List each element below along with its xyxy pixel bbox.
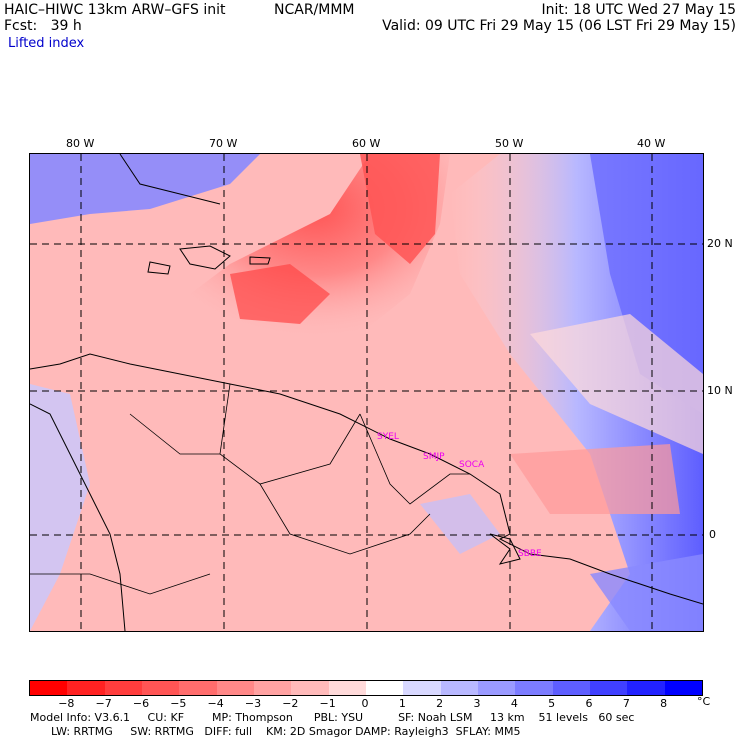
colorbar-swatch: [216, 681, 254, 695]
colorbar-tick-label: 1: [398, 697, 406, 710]
stable-core-east: [590, 154, 703, 414]
colorbar-swatch: [552, 681, 590, 695]
coastlines: [30, 154, 703, 631]
stable-region-northwest: [30, 154, 260, 224]
lifted-index-map: [29, 153, 704, 632]
country-borders: [30, 383, 470, 595]
colorbar-tick-label: 5: [548, 697, 556, 710]
colorbar-tick-label: 0: [361, 697, 369, 710]
organization-label: NCAR/MMM: [274, 2, 355, 18]
station-smjp: SMJP: [423, 452, 445, 462]
colorbar-swatch: [104, 681, 142, 695]
colorbar-swatch: [589, 681, 628, 695]
colorbar-tick-label: 8: [660, 697, 668, 710]
colorbar-swatch: [67, 681, 105, 695]
map-canvas: [30, 154, 703, 631]
colorbar-tick-label: 3: [473, 697, 481, 710]
lat-lon-grid: [30, 154, 703, 631]
coast-cuba: [119, 154, 221, 205]
lat-label-equator: 0: [709, 528, 716, 541]
colorbar-swatch: [403, 681, 441, 695]
init-time: Init: 18 UTC Wed 27 May 15: [541, 2, 736, 18]
colorbar-tick-label: 4: [510, 697, 518, 710]
forecast-hour: Fcst: 39 h: [4, 18, 82, 34]
colorbar-tick-label: −3: [244, 697, 262, 710]
lon-label-50w: 50 W: [495, 137, 524, 150]
colorbar-swatch: [365, 681, 404, 695]
colorbar: [29, 680, 703, 696]
colorbar-tick-label: 6: [585, 697, 593, 710]
colorbar-tick-label: 2: [436, 697, 444, 710]
colorbar-swatch: [179, 681, 217, 695]
colorbar-tick-label: −6: [132, 697, 150, 710]
station-sbbe: SBBE: [518, 549, 542, 559]
colorbar-swatch: [30, 681, 68, 695]
coast-hispaniola: [179, 245, 231, 270]
colorbar-swatch: [664, 681, 702, 695]
colorbar-swatch: [627, 681, 665, 695]
colorbar-tick-label: −2: [282, 697, 299, 710]
model-info-line2: LW: RRTMG SW: RRTMG DIFF: full KM: 2D Sm…: [30, 725, 521, 738]
stable-patch-amazon: [420, 494, 500, 554]
colorbar-swatch: [440, 681, 478, 695]
colorbar-tick-label: 7: [622, 697, 630, 710]
colorbar-tick-label: −4: [207, 697, 224, 710]
coast-pacific: [30, 403, 126, 631]
neutral-band-atlantic: [530, 314, 703, 454]
station-syel: SYEL: [377, 432, 399, 442]
unstable-itcz: [510, 444, 680, 514]
colorbar-tick-label: −1: [319, 697, 336, 710]
colorbar-swatch: [291, 681, 329, 695]
lon-label-70w: 70 W: [209, 137, 238, 150]
coast-jamaica: [147, 261, 171, 275]
colorbar-swatch: [515, 681, 553, 695]
lon-label-40w: 40 W: [637, 137, 666, 150]
lon-label-80w: 80 W: [66, 137, 95, 150]
coast-amazon-mouth: [489, 533, 521, 565]
coast-puerto-rico: [249, 256, 271, 265]
colorbar-tick-label: −7: [95, 697, 112, 710]
colorbar-swatch: [328, 681, 366, 695]
model-info-line1: Model Info: V3.6.1 CU: KF MP: Thompson P…: [30, 711, 635, 724]
colorbar-swatch: [477, 681, 516, 695]
colorbar-tick-label: −5: [170, 697, 187, 710]
lat-label-10n: 10 N: [707, 384, 733, 397]
stable-andes: [30, 384, 90, 631]
field-name: Lifted index: [8, 36, 85, 51]
lon-label-60w: 60 W: [352, 137, 381, 150]
valid-time: Valid: 09 UTC Fri 29 May 15 (06 LST Fri …: [382, 18, 736, 34]
unstable-max-north: [360, 154, 440, 264]
model-title: HAIC–HIWC 13km ARW–GFS init: [4, 2, 226, 18]
colorbar-unit: °C: [697, 695, 711, 708]
colorbar-tick-label: −8: [58, 697, 75, 710]
lat-label-20n: 20 N: [707, 237, 733, 250]
stable-southeast: [590, 554, 703, 631]
colorbar-swatch: [253, 681, 292, 695]
colorbar-swatch: [141, 681, 180, 695]
station-soca: SOCA: [459, 460, 485, 470]
unstable-max-caribbean: [230, 264, 330, 324]
